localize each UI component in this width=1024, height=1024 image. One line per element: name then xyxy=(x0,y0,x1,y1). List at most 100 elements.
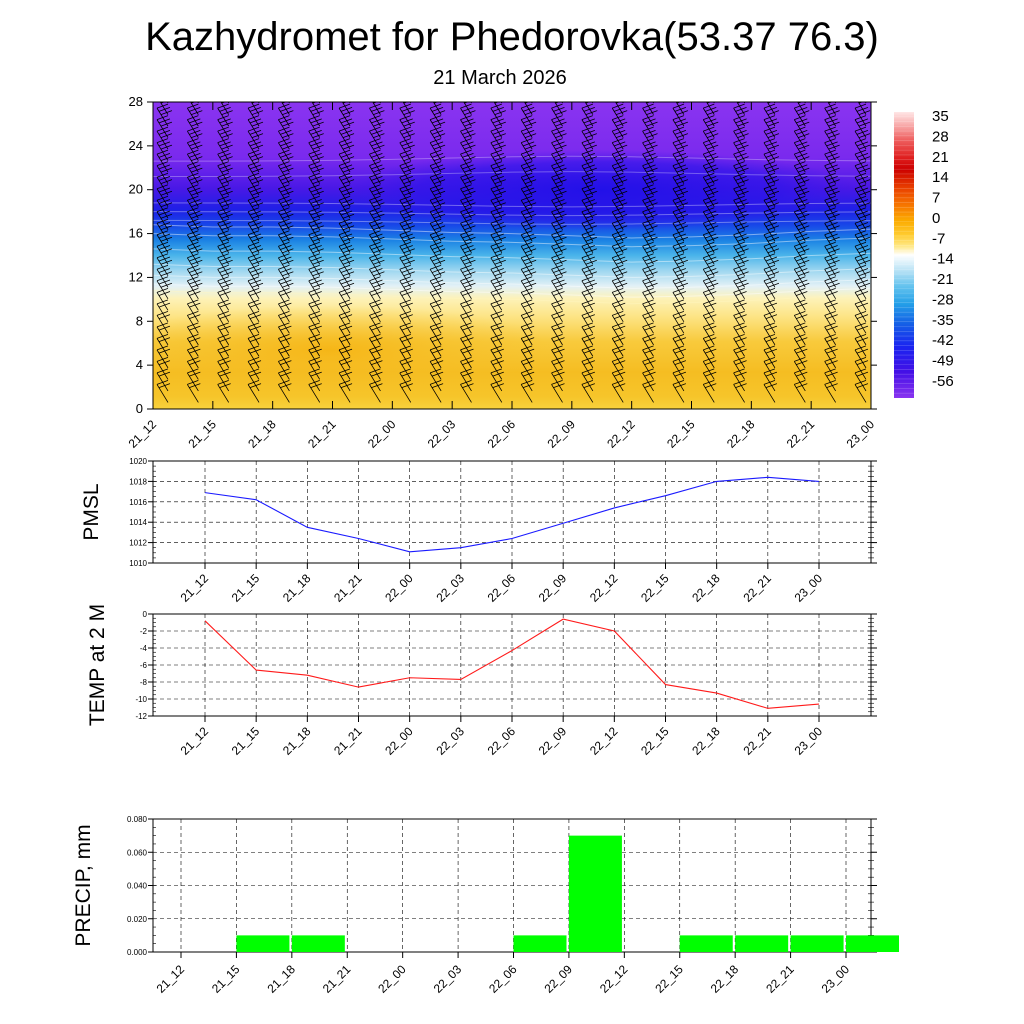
wind-barb xyxy=(190,102,199,115)
precip-xtick-label: 21_21 xyxy=(320,962,354,996)
wind-barb xyxy=(645,102,654,115)
cross-section-contours xyxy=(153,155,871,305)
isotherm-contour xyxy=(153,263,871,278)
cs-ytick-label: 8 xyxy=(136,313,143,328)
pmsl-ytick-label: 1020 xyxy=(129,457,147,466)
temp-ytick-label: -2 xyxy=(140,627,148,636)
wind-barb xyxy=(500,102,503,104)
pmsl-xtick-label: 23_00 xyxy=(792,571,826,605)
chart-subtitle: 21 March 2026 xyxy=(433,67,567,89)
isotherm-contour xyxy=(153,211,871,217)
colorbar-label: -42 xyxy=(932,332,954,349)
wind-barb xyxy=(281,102,290,115)
isotherm-contour xyxy=(153,171,871,178)
wind-barb xyxy=(197,102,199,104)
isotherm-contour xyxy=(153,233,871,248)
precip-xtick-label: 22_18 xyxy=(708,962,742,996)
precip-xtick-label: 21_15 xyxy=(209,962,243,996)
cross-section-panel: 0 4 8 12 16 20 24 28 21_12 21_15 21_18 21_21 22_00 2… xyxy=(126,94,878,451)
cs-xtick-label: 22_12 xyxy=(604,417,638,451)
wind-barb xyxy=(311,102,321,115)
precip-xtick-label: 23_00 xyxy=(819,962,853,996)
wind-barb xyxy=(402,102,412,115)
temp-ytick-label: -8 xyxy=(140,678,148,687)
wind-barb xyxy=(834,102,836,104)
wind-barb xyxy=(257,102,260,104)
wind-barb xyxy=(531,102,533,104)
cs-ytick-label: 28 xyxy=(129,94,143,109)
cs-ytick-label: 24 xyxy=(129,138,143,153)
pmsl-panel: 1010 1012 1014 1016 1018 1020 21_12 21_15 21_18 2… xyxy=(80,457,877,605)
temp-xtick-label: 22_15 xyxy=(638,724,672,758)
wind-barb xyxy=(227,102,230,104)
isotherm-contour xyxy=(153,224,871,239)
temp-ytick-label: -12 xyxy=(135,712,147,721)
cs-ytick-label: 0 xyxy=(136,401,143,416)
cs-ytick-label: 4 xyxy=(136,357,143,372)
wind-barb xyxy=(857,102,867,115)
precip-ytick-label: 0.020 xyxy=(127,915,148,924)
wind-barb xyxy=(523,102,533,115)
colorbar-label: -14 xyxy=(932,251,954,268)
temp-ytick-label: 0 xyxy=(143,610,148,619)
wind-barb xyxy=(652,102,654,104)
pmsl-xtick-label: 21_15 xyxy=(229,571,263,605)
precip-xtick-label: 22_00 xyxy=(375,962,409,996)
wind-barb xyxy=(797,102,806,115)
pmsl-xtick-label: 22_15 xyxy=(638,571,672,605)
cs-xtick-label: 22_18 xyxy=(724,417,758,451)
precip-bar xyxy=(790,935,844,952)
temp-xtick-label: 22_18 xyxy=(689,724,723,758)
pmsl-ytick-label: 1012 xyxy=(129,539,147,548)
pmsl-xtick-label: 22_09 xyxy=(536,571,570,605)
precip-bar xyxy=(846,935,899,952)
wind-barb xyxy=(713,102,715,104)
wind-barb xyxy=(159,102,169,115)
wind-barb xyxy=(341,102,351,115)
precip-ytick-label: 0.080 xyxy=(127,815,148,824)
wind-barb xyxy=(348,102,351,104)
wind-barb xyxy=(432,102,442,115)
cs-xtick-label: 22_15 xyxy=(664,417,698,451)
wind-barb xyxy=(493,102,503,115)
wind-barb xyxy=(766,102,776,115)
isotherm-contour xyxy=(153,202,871,208)
temp-xtick-label: 22_00 xyxy=(382,724,416,758)
wind-barb xyxy=(470,102,472,104)
wind-barb xyxy=(773,102,776,104)
precip-xtick-label: 22_06 xyxy=(486,962,520,996)
cs-ytick-label: 12 xyxy=(129,269,143,284)
pmsl-xtick-label: 22_12 xyxy=(587,571,621,605)
wind-barb xyxy=(166,102,169,104)
wind-barb xyxy=(743,102,745,104)
temp-xtick-label: 22_06 xyxy=(485,724,519,758)
colorbar-label: -7 xyxy=(932,230,945,247)
pmsl-xtick-label: 21_12 xyxy=(178,571,212,605)
pmsl-ytick-label: 1016 xyxy=(129,498,147,507)
precip-xtick-label: 22_03 xyxy=(431,962,465,996)
cs-xtick-label: 23_00 xyxy=(844,417,878,451)
precip-xtick-label: 21_18 xyxy=(264,962,298,996)
pmsl-xtick-label: 22_00 xyxy=(382,571,416,605)
cs-ytick-label: 20 xyxy=(129,182,143,197)
precip-xtick-label: 22_21 xyxy=(763,962,797,996)
wind-barb xyxy=(554,102,563,115)
isotherm-contour xyxy=(153,274,871,289)
colorbar: 35 28 21 14 7 0 -7 -14 -21 -28 -35 -42 -49 -56 xyxy=(894,108,954,398)
precip-bar xyxy=(735,935,789,952)
precip-ytick-label: 0.060 xyxy=(127,848,148,857)
cs-xtick-label: 21_18 xyxy=(245,417,279,451)
cs-xtick-label: 22_06 xyxy=(485,417,519,451)
pmsl-xtick-label: 22_06 xyxy=(485,571,519,605)
temp-panel: -12 -10 -8 -6 -4 -2 0 21_12 21_15 21_18 21_21 22_00… xyxy=(86,604,877,758)
isotherm-contour xyxy=(153,219,871,225)
cs-xtick-label: 21_12 xyxy=(126,417,160,451)
chart-title: Kazhydromet for Phedorovka(53.37 76.3) xyxy=(145,15,879,59)
temp-xtick-label: 23_00 xyxy=(792,724,826,758)
precip-xtick-label: 22_15 xyxy=(652,962,686,996)
cs-xtick-label: 22_03 xyxy=(425,417,459,451)
temp-ytick-label: -6 xyxy=(140,661,148,670)
precip-xtick-label: 21_12 xyxy=(154,962,188,996)
precip-xtick-label: 22_09 xyxy=(542,962,576,996)
wind-barb xyxy=(288,102,290,104)
